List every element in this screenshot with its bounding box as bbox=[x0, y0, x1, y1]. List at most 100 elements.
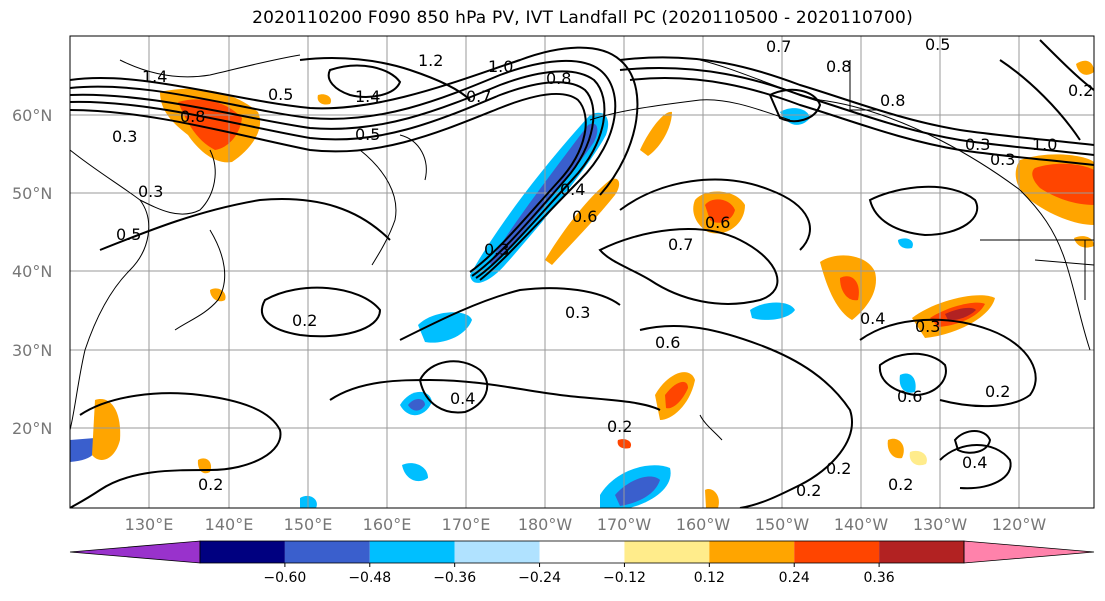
colorbar-swatch bbox=[454, 541, 540, 563]
contour-label: 0.8 bbox=[880, 91, 905, 110]
colorbar: −0.60 −0.48 −0.36 −0.24 −0.12 0.12 0.24 0.36 bbox=[69, 540, 1095, 586]
pc-negative-w3 bbox=[750, 302, 795, 320]
contour-label: 0.3 bbox=[138, 182, 163, 201]
contour-label: 0.6 bbox=[655, 333, 680, 352]
lon-label: 130°E bbox=[125, 515, 174, 534]
contour-label: 0.8 bbox=[826, 57, 851, 76]
colorbar-swatch bbox=[369, 541, 455, 563]
colorbar-tick-label: −0.12 bbox=[603, 570, 646, 586]
lat-label: 40°N bbox=[12, 262, 52, 281]
contour-label: 0.2 bbox=[1068, 81, 1093, 100]
pc-positive-ne-corner bbox=[1076, 60, 1094, 75]
contour-label: 0.6 bbox=[572, 207, 597, 226]
pc-positive-far-west bbox=[92, 399, 121, 460]
lon-label: 130°W bbox=[913, 515, 968, 534]
contour-label: 0.2 bbox=[826, 459, 851, 478]
contour-label: 0.7 bbox=[466, 87, 491, 106]
contour-label: 1.4 bbox=[142, 67, 167, 86]
contour-label: 1.0 bbox=[1032, 135, 1057, 154]
contour-label: 0.2 bbox=[985, 382, 1010, 401]
contour-label: 0.5 bbox=[116, 225, 141, 244]
pc-positive-small4 bbox=[909, 450, 927, 466]
lat-label: 60°N bbox=[12, 106, 52, 125]
contour-label: 0.2 bbox=[888, 475, 913, 494]
lon-label: 170°W bbox=[597, 515, 652, 534]
colorbar-swatch bbox=[200, 541, 285, 563]
contour-label: 0.4 bbox=[560, 180, 585, 199]
pv-contours bbox=[70, 39, 1094, 508]
colorbar-tick-label: −0.24 bbox=[518, 570, 561, 586]
pc-positive-streak bbox=[545, 178, 620, 265]
contour-label: 0.3 bbox=[915, 317, 940, 336]
lon-label: 150°W bbox=[755, 515, 810, 534]
colorbar-tick-label: −0.48 bbox=[348, 570, 391, 586]
lon-label: 160°E bbox=[363, 515, 412, 534]
longitude-labels: 130°E 140°E 150°E 160°E 170°E 180°W 170°… bbox=[125, 515, 1047, 534]
contour-label: 0.4 bbox=[962, 453, 987, 472]
colorbar-swatch bbox=[284, 541, 370, 563]
pc-negative-far-west bbox=[70, 438, 97, 462]
lon-label: 160°W bbox=[676, 515, 731, 534]
lon-label: 170°E bbox=[442, 515, 491, 534]
pc-negative-w4 bbox=[402, 463, 428, 482]
pc-shading bbox=[70, 60, 1094, 508]
contour-label: 0.2 bbox=[198, 475, 223, 494]
contour-label: 0.3 bbox=[990, 150, 1015, 169]
contour-label: 0.2 bbox=[607, 417, 632, 436]
colorbar-swatch bbox=[624, 541, 710, 563]
lon-label: 180°W bbox=[518, 515, 573, 534]
contour-label: 0.3 bbox=[965, 135, 990, 154]
contour-label: 0.5 bbox=[355, 125, 380, 144]
coastlines bbox=[70, 54, 1094, 441]
colorbar-border bbox=[199, 540, 965, 564]
contour-label: 0.6 bbox=[897, 387, 922, 406]
lon-label: 140°E bbox=[205, 515, 254, 534]
pc-positive-small9 bbox=[317, 94, 332, 105]
pc-negative-east bbox=[899, 373, 916, 393]
contour-label: 0.3 bbox=[565, 303, 590, 322]
map-frame bbox=[69, 35, 1095, 509]
colorbar-tick-label: 0.12 bbox=[694, 570, 725, 586]
colorbar-tick-label: 0.24 bbox=[779, 570, 810, 586]
lon-label: 120°W bbox=[992, 515, 1047, 534]
contour-label: 1.4 bbox=[355, 87, 380, 106]
contour-label: 0.4 bbox=[860, 309, 885, 328]
pc-positive-small3 bbox=[887, 438, 904, 459]
colorbar-extend-high bbox=[963, 540, 1095, 564]
contour-label: 0.2 bbox=[796, 481, 821, 500]
lat-label: 30°N bbox=[12, 341, 52, 360]
graticule bbox=[70, 36, 1094, 508]
contour-label: 0.5 bbox=[925, 35, 950, 54]
colorbar-tick-label: −0.60 bbox=[263, 570, 306, 586]
pc-negative-w2 bbox=[418, 312, 472, 343]
colorbar-swatch bbox=[879, 541, 964, 563]
colorbar-extend-low bbox=[69, 540, 201, 564]
lat-label: 20°N bbox=[12, 419, 52, 438]
pc-negative-small8 bbox=[898, 238, 913, 249]
contour-label: 0.6 bbox=[705, 213, 730, 232]
map-title: 2020110200 F090 850 hPa PV, IVT Landfall… bbox=[252, 8, 913, 28]
colorbar-tick-label: 0.36 bbox=[864, 570, 895, 586]
lon-label: 140°W bbox=[834, 515, 889, 534]
contour-label: 0.8 bbox=[546, 69, 571, 88]
contour-label: 0.8 bbox=[180, 107, 205, 126]
colorbar-swatch bbox=[709, 541, 795, 563]
contour-label: 0.3 bbox=[484, 240, 509, 259]
pc-positive-small7 bbox=[1074, 236, 1094, 248]
contour-label: 0.7 bbox=[766, 37, 791, 56]
latitude-labels: 60°N 50°N 40°N 30°N 20°N bbox=[12, 106, 52, 438]
contour-label: 0.5 bbox=[268, 85, 293, 104]
colorbar-swatch bbox=[794, 541, 880, 563]
contour-label: 1.2 bbox=[418, 51, 443, 70]
contour-label: 0.3 bbox=[112, 127, 137, 146]
pc-core-pnw bbox=[1032, 163, 1094, 205]
pc-positive-small5 bbox=[705, 489, 719, 508]
colorbar-swatch bbox=[539, 541, 625, 563]
contour-label: 0.7 bbox=[668, 235, 693, 254]
lon-label: 150°E bbox=[284, 515, 333, 534]
contour-label: 0.4 bbox=[450, 389, 475, 408]
contour-label: 1.0 bbox=[488, 57, 513, 76]
pc-positive-north bbox=[640, 111, 672, 156]
lat-label: 50°N bbox=[12, 184, 52, 203]
